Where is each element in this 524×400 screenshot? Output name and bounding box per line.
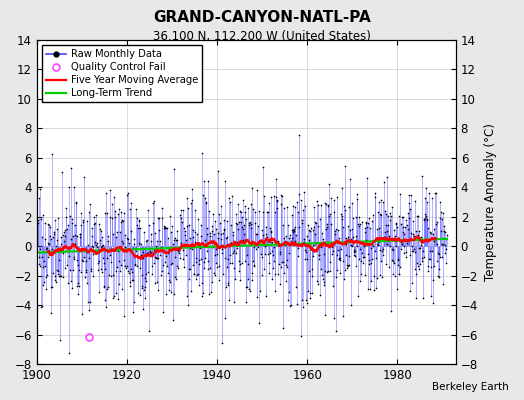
Y-axis label: Temperature Anomaly (°C): Temperature Anomaly (°C)	[484, 123, 497, 281]
Text: Berkeley Earth: Berkeley Earth	[432, 382, 508, 392]
Legend: Raw Monthly Data, Quality Control Fail, Five Year Moving Average, Long-Term Tren: Raw Monthly Data, Quality Control Fail, …	[42, 45, 202, 102]
Text: GRAND-CANYON-NATL-PA: GRAND-CANYON-NATL-PA	[153, 10, 371, 25]
Text: 36.100 N, 112.200 W (United States): 36.100 N, 112.200 W (United States)	[153, 30, 371, 43]
